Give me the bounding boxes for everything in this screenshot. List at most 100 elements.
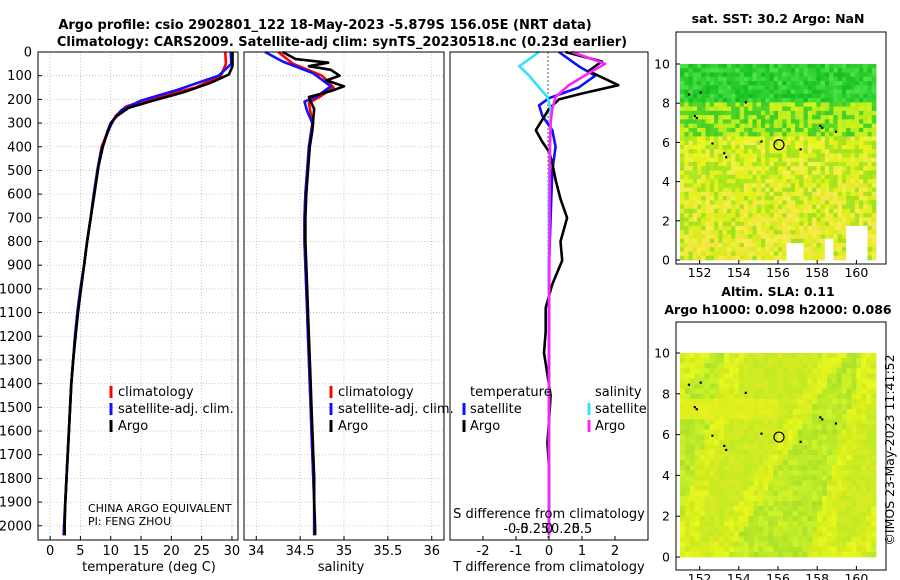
map-cell bbox=[722, 98, 728, 103]
map-cell bbox=[871, 500, 877, 507]
map-cell bbox=[837, 123, 843, 129]
map-cell bbox=[854, 149, 860, 154]
map-cell bbox=[743, 526, 749, 532]
map-cell bbox=[752, 98, 758, 103]
map-cell bbox=[752, 149, 758, 154]
map-cell bbox=[738, 536, 745, 543]
map-cell bbox=[858, 170, 864, 176]
map-cell bbox=[692, 174, 698, 180]
map-cell bbox=[787, 383, 794, 390]
map-cell bbox=[709, 217, 715, 223]
map-cell bbox=[795, 85, 800, 90]
map-cell bbox=[861, 439, 867, 446]
map-cell bbox=[792, 460, 798, 466]
map-cell bbox=[756, 204, 762, 210]
map-cell bbox=[748, 106, 753, 112]
map-cell bbox=[858, 68, 864, 73]
legend-t-argo-label: Argo bbox=[470, 419, 500, 434]
map-cell bbox=[684, 247, 689, 252]
map-cell bbox=[743, 551, 749, 558]
map-cell bbox=[743, 393, 749, 400]
map-cell bbox=[837, 174, 843, 180]
map-cell bbox=[701, 200, 706, 206]
map-cell bbox=[786, 191, 792, 197]
map-cell bbox=[812, 526, 818, 532]
island-mark bbox=[744, 391, 747, 394]
map-cell bbox=[689, 480, 696, 486]
map-cell bbox=[778, 68, 783, 73]
map-cell bbox=[699, 439, 705, 446]
map-cell bbox=[871, 187, 877, 193]
map-cell bbox=[735, 242, 741, 248]
map-cell bbox=[867, 110, 873, 116]
map-cell bbox=[765, 106, 770, 112]
map-cell bbox=[748, 470, 754, 476]
map-cell bbox=[760, 127, 766, 133]
map-cell bbox=[739, 72, 745, 78]
map-cell bbox=[863, 191, 868, 197]
map-cell bbox=[871, 144, 877, 150]
map-cell bbox=[846, 183, 851, 188]
map-cell bbox=[768, 358, 774, 364]
map-cell bbox=[726, 251, 732, 257]
map-cell bbox=[786, 234, 792, 240]
map-cell bbox=[782, 208, 787, 214]
map-cell bbox=[680, 247, 685, 252]
map-cell bbox=[694, 511, 700, 517]
map-cell bbox=[726, 115, 732, 120]
map-cell bbox=[709, 551, 715, 558]
map-cell bbox=[735, 247, 741, 252]
map-cell bbox=[861, 480, 867, 486]
map-cell bbox=[743, 449, 749, 456]
map-cell bbox=[850, 85, 856, 90]
map-cell bbox=[858, 123, 864, 129]
island-mark bbox=[725, 156, 728, 159]
map-cell bbox=[871, 465, 877, 471]
map-cell bbox=[733, 368, 740, 374]
map-cell bbox=[820, 110, 826, 116]
map-cell bbox=[752, 136, 758, 142]
map-cell bbox=[743, 170, 749, 176]
map-cell bbox=[816, 247, 822, 252]
map-cell bbox=[807, 419, 813, 425]
map-cell bbox=[714, 480, 720, 486]
map-cell bbox=[782, 144, 787, 150]
map-cell bbox=[841, 521, 847, 527]
map-cell bbox=[733, 388, 740, 395]
map-cell bbox=[861, 378, 867, 384]
map-cell bbox=[773, 187, 779, 193]
map-cell bbox=[731, 64, 736, 69]
map-cell bbox=[719, 378, 725, 384]
map-cell bbox=[866, 511, 872, 517]
map-cell bbox=[688, 102, 694, 108]
map-cell bbox=[812, 127, 817, 133]
map-cell bbox=[731, 162, 736, 167]
map-cell bbox=[760, 183, 766, 188]
map-cell bbox=[802, 531, 808, 537]
map-cell bbox=[792, 429, 798, 435]
map-cell bbox=[752, 72, 758, 78]
map-cell bbox=[718, 144, 724, 150]
y-tick-label: 900 bbox=[7, 259, 32, 274]
map-cell bbox=[802, 388, 808, 395]
map-cell bbox=[807, 465, 813, 471]
map-cell bbox=[792, 383, 798, 390]
map-cell bbox=[841, 64, 847, 69]
map-cell bbox=[765, 170, 770, 176]
map-cell bbox=[763, 516, 769, 522]
map-cell bbox=[797, 409, 803, 415]
map-cell bbox=[684, 179, 689, 184]
map-cell bbox=[765, 166, 770, 171]
map-cell bbox=[729, 526, 735, 532]
map-cell bbox=[709, 213, 715, 218]
map-cell bbox=[861, 444, 867, 451]
map-cell bbox=[714, 196, 719, 201]
map-cell bbox=[773, 119, 779, 125]
map-cell bbox=[768, 455, 774, 461]
map-cell bbox=[778, 536, 784, 543]
map-cell bbox=[816, 98, 822, 103]
map-cell bbox=[692, 123, 698, 129]
map-cell bbox=[704, 460, 710, 466]
map-cell bbox=[697, 98, 702, 103]
map-cell bbox=[692, 225, 698, 231]
